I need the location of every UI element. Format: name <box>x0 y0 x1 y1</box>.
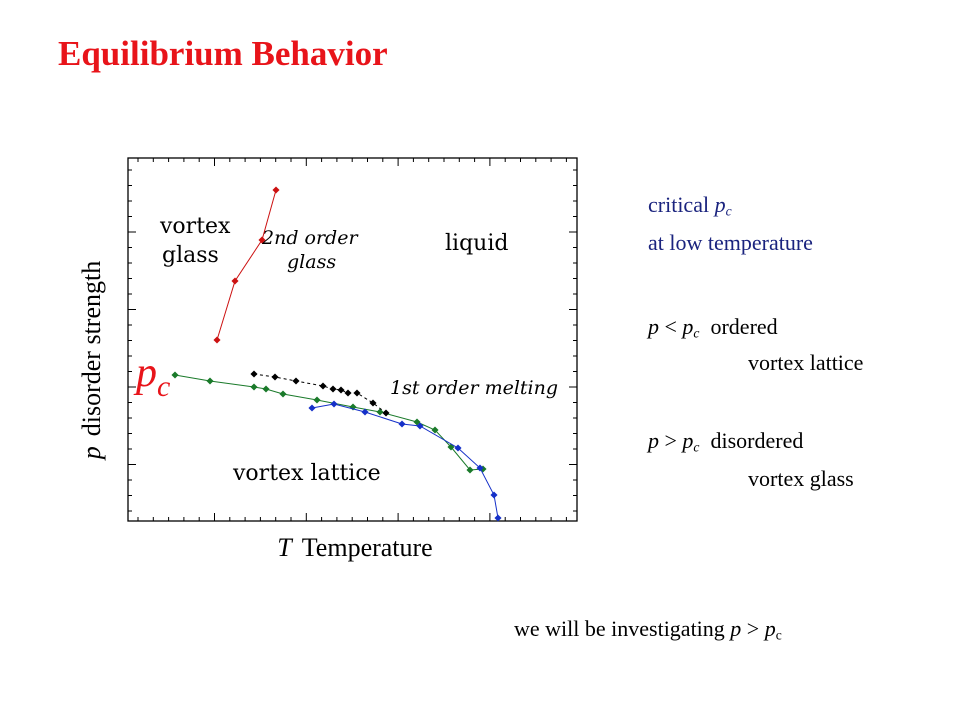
x-label: Temperature <box>302 533 433 562</box>
pc-var: p <box>133 350 157 396</box>
point <box>431 426 439 434</box>
phase-curve <box>216 189 277 341</box>
point <box>416 422 424 430</box>
case-line2: vortex glass <box>748 466 854 491</box>
op: > <box>746 616 760 641</box>
point <box>262 385 270 393</box>
curves <box>171 186 502 522</box>
region-label: vortex <box>159 214 231 239</box>
x-axis-label: T Temperature <box>277 533 432 562</box>
point <box>213 336 221 344</box>
footer: we will be investigating p > pc <box>514 616 782 643</box>
point <box>376 408 384 416</box>
phase-curve <box>253 373 387 414</box>
point <box>494 514 502 522</box>
region-label: glass <box>287 251 336 273</box>
critical-line: critical pc <box>648 192 732 219</box>
point <box>353 389 361 397</box>
sub: c <box>775 627 782 643</box>
point <box>329 385 337 393</box>
point <box>466 466 474 474</box>
region-label: vortex lattice <box>232 461 381 486</box>
point <box>279 390 287 398</box>
point <box>369 399 377 407</box>
var: p <box>648 428 659 453</box>
point <box>206 377 214 385</box>
case-line: p < pc ordered <box>648 314 778 341</box>
case-line2: vortex lattice <box>748 350 864 375</box>
label: ordered <box>710 314 778 339</box>
point <box>250 370 258 378</box>
point <box>231 277 239 285</box>
region-label: 2nd order <box>261 227 359 249</box>
point <box>490 491 498 499</box>
region-label: 1st order melting <box>390 377 558 399</box>
point <box>271 373 279 381</box>
label: disordered <box>710 428 804 453</box>
y-label: disorder strength <box>77 261 106 436</box>
y-var: p <box>77 446 106 461</box>
point <box>454 444 462 452</box>
point <box>330 400 338 408</box>
point <box>272 186 280 194</box>
pc-label: pc <box>133 350 170 403</box>
op: > <box>664 428 677 453</box>
point <box>308 404 316 412</box>
point <box>313 396 321 404</box>
case-line: p > pc disordered <box>648 428 803 455</box>
pc-sub: c <box>157 370 170 403</box>
point <box>171 371 179 379</box>
var: p <box>730 616 742 641</box>
plot-frame <box>127 157 578 522</box>
critical-line2: at low temperature <box>648 230 813 255</box>
region-label: liquid <box>445 231 508 256</box>
point <box>250 383 258 391</box>
point <box>258 236 266 244</box>
var: p <box>714 192 726 217</box>
x-var: T <box>277 533 293 562</box>
y-axis-label: p disorder strength <box>77 261 106 461</box>
text: critical <box>648 192 710 217</box>
sub: c <box>725 203 732 219</box>
point <box>476 464 484 472</box>
point <box>361 408 369 416</box>
point <box>319 382 327 390</box>
op: < <box>664 314 677 339</box>
var: p <box>682 428 694 453</box>
var: p <box>764 616 776 641</box>
sub: c <box>693 325 700 341</box>
point <box>382 409 390 417</box>
point <box>398 420 406 428</box>
region-label: glass <box>162 243 219 268</box>
sub: c <box>693 439 700 455</box>
point <box>337 386 345 394</box>
var: p <box>648 314 659 339</box>
text: we will be investigating <box>514 616 725 641</box>
var: p <box>682 314 694 339</box>
point <box>344 389 352 397</box>
title: Equilibrium Behavior <box>58 34 388 73</box>
point <box>292 377 300 385</box>
